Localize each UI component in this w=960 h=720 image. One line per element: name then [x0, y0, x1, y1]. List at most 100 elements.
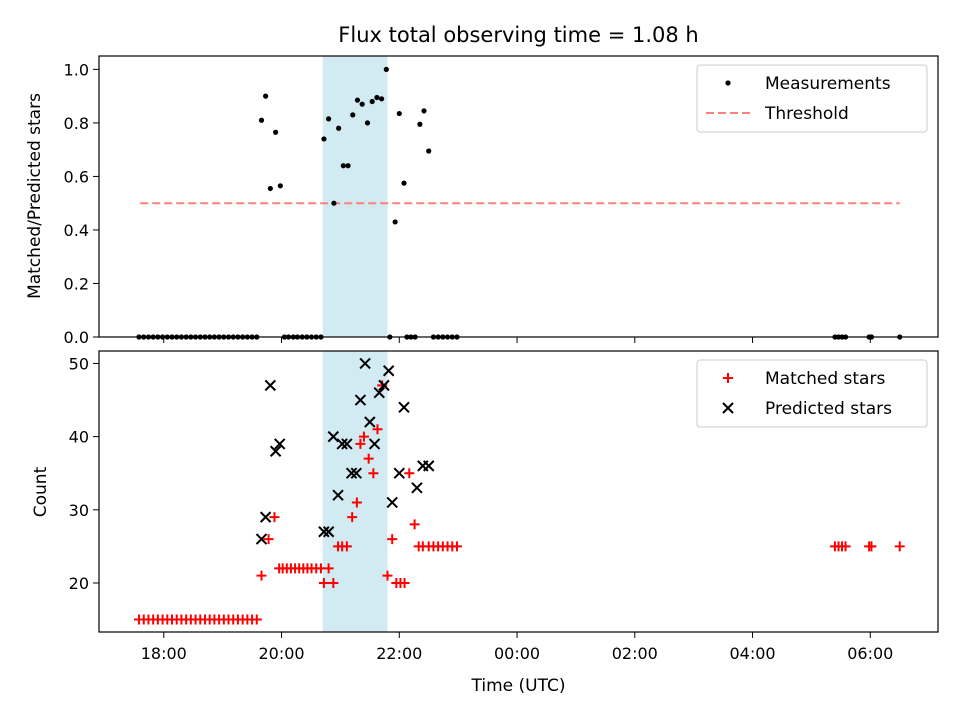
predicted-stars-point: [341, 438, 353, 450]
y-tick-label: 40: [69, 428, 89, 447]
measurement-point: [273, 129, 279, 135]
predicted-stars-point: [368, 438, 381, 450]
legend-label-measurements: Measurements: [765, 74, 891, 94]
predicted-stars-point: [382, 365, 395, 377]
legend-box: [696, 64, 928, 133]
matched-stars-point: [323, 563, 334, 574]
predicted-stars-point: [336, 438, 348, 450]
matched-stars-point: [363, 453, 374, 464]
top-panel-flux-ratio: 0.0 0.2 0.4 0.6 0.8 1.0 Measurements Threshold: [64, 55, 939, 347]
x-tick-label: 00:00: [494, 644, 540, 663]
measurement-point: [379, 96, 385, 102]
predicted-stars-point: [259, 511, 272, 523]
measurement-point: [350, 112, 356, 118]
measurement-point: [374, 94, 380, 101]
measurement-point: [277, 183, 283, 189]
matched-stars-point: [409, 519, 420, 530]
matched-stars-point: [451, 541, 462, 552]
predicted-stars-point: [398, 401, 410, 414]
axes-frame: [98, 55, 939, 338]
predicted-stars-point: [423, 460, 435, 472]
x-tick-label: 04:00: [729, 644, 775, 663]
y-tick-label: 50: [69, 354, 89, 373]
measurement-point: [340, 163, 346, 169]
predicted-stars-point: [269, 445, 282, 457]
measurement-point: [392, 219, 398, 225]
measurement-point: [267, 185, 273, 192]
bottom-y-axis-label: Count: [31, 466, 51, 517]
measurement-point: [369, 98, 375, 105]
matched-stars-point: [318, 577, 329, 588]
predicted-stars-point: [411, 482, 423, 494]
matched-stars-point: [840, 541, 851, 552]
legend-measurements-marker: [725, 80, 731, 86]
x-tick-label: 22:00: [376, 644, 422, 663]
measurement-point: [359, 101, 365, 107]
y-tick-label: 0.4: [64, 221, 89, 240]
legend-label-predicted-stars: Predicted stars: [765, 399, 892, 419]
x-tick-label: 20:00: [258, 644, 304, 663]
predicted-stars-point: [327, 430, 340, 443]
predicted-stars-point: [364, 416, 376, 428]
matched-stars-point: [341, 541, 352, 552]
legend-box: [696, 359, 928, 428]
predicted-stars-point: [322, 526, 335, 538]
y-tick-label: 0.0: [64, 328, 89, 347]
bottom-panel-star-counts: 20 30 40 50 18:00 20:00 22:00 00:00 02:00 04:00 06…: [69, 350, 939, 663]
matched-stars-point: [355, 438, 366, 449]
y-tick-label: 1.0: [64, 60, 89, 79]
predicted-stars-point: [378, 379, 390, 392]
matched-stars-point: [269, 512, 280, 523]
legend-label-matched-stars: Matched stars: [765, 369, 885, 389]
predicted-stars-point: [393, 467, 405, 479]
y-tick-label: 30: [69, 501, 89, 520]
legend-label-threshold: Threshold: [764, 104, 849, 124]
measurement-point: [336, 125, 342, 131]
matched-stars-point: [372, 424, 383, 435]
measurement-point: [364, 120, 371, 126]
predicted-stars-point: [359, 357, 371, 370]
predicted-stars-point: [332, 489, 344, 501]
y-tick-label: 20: [69, 574, 89, 593]
measurement-point: [263, 93, 269, 99]
measurement-point: [321, 136, 327, 142]
x-tick-label: 18:00: [141, 644, 187, 663]
measurement-point: [383, 66, 389, 72]
x-axis-label: Time (UTC): [471, 676, 566, 696]
measurement-point: [258, 117, 265, 123]
matched-stars-point: [347, 512, 358, 523]
measurement-point: [331, 200, 337, 206]
measurement-point: [326, 116, 332, 122]
y-tick-label: 0.2: [64, 274, 89, 293]
predicted-stars-point: [318, 526, 330, 538]
predicted-stars-point: [354, 394, 367, 406]
predicted-stars-point: [264, 379, 277, 392]
matched-stars-point: [251, 614, 262, 625]
axes-frame: [98, 350, 939, 633]
legend-predicted-marker: [722, 402, 734, 414]
matched-stars-point: [256, 570, 267, 581]
predicted-stars-point: [255, 533, 268, 545]
matched-stars-point: [404, 468, 415, 479]
predicted-stars-point: [350, 467, 363, 479]
matched-stars-point: [866, 541, 877, 552]
matched-stars-point: [399, 577, 410, 588]
matched-stars-point: [358, 431, 369, 442]
predicted-stars-point: [345, 467, 358, 479]
top-y-axis-label: Matched/Predicted stars: [25, 93, 45, 299]
measurement-point: [426, 148, 432, 154]
legend-matched-marker: [723, 373, 733, 383]
measurement-point: [401, 180, 407, 186]
measurement-point: [354, 97, 361, 103]
matched-stars-point: [368, 468, 379, 479]
measurement-point: [345, 163, 351, 169]
matched-stars-point: [894, 541, 905, 552]
matched-stars-point: [263, 534, 274, 545]
predicted-stars-point: [274, 438, 286, 450]
chart-title: Flux total observing time = 1.08 h: [338, 23, 698, 47]
measurement-point: [417, 121, 423, 127]
measurement-point: [421, 108, 427, 114]
matched-stars-point: [328, 577, 339, 588]
y-tick-label: 0.6: [64, 167, 89, 186]
